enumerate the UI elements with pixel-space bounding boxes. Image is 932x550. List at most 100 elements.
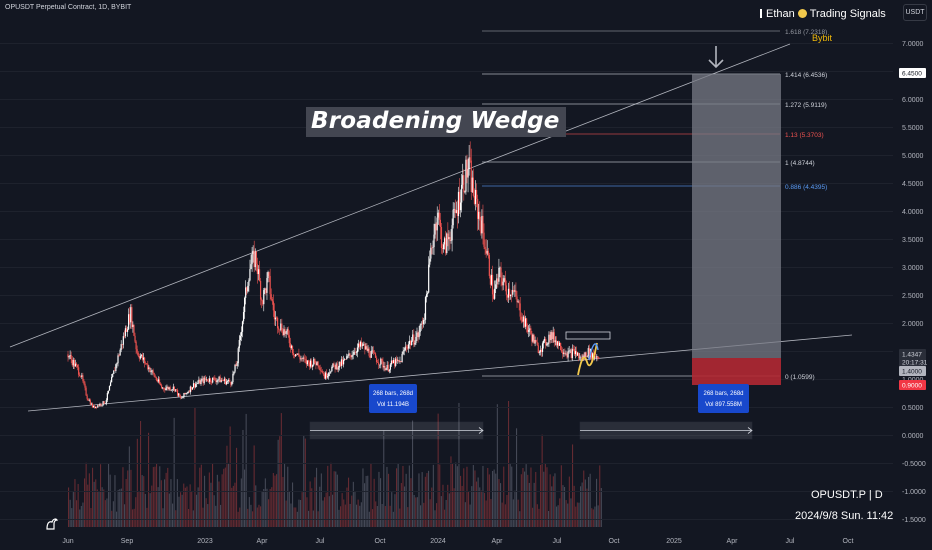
candle-body [470, 160, 472, 193]
price-tag-label: 1.4347 [902, 352, 922, 359]
volume-bar [348, 477, 350, 527]
brand-subtitle: Trading Signals [809, 8, 886, 20]
volume-bar [476, 481, 478, 527]
volume-bar [112, 501, 114, 527]
volume-bar [533, 482, 535, 527]
time-axis[interactable]: Jun Sep 2023 Apr Jul Oct 2024 Apr Jul Oct 2025 Apr J… [62, 538, 853, 545]
candle-body [394, 360, 396, 366]
volume-bar [85, 462, 87, 527]
volume-bar [82, 502, 84, 527]
candle-body [95, 406, 97, 408]
candle-body [417, 332, 419, 338]
volume-bar [440, 496, 442, 527]
volume-bar [509, 463, 511, 527]
volume-bar [356, 504, 358, 527]
candle-body [363, 343, 365, 345]
candle-body [117, 355, 119, 364]
volume-bar [338, 509, 340, 527]
candle-body [187, 391, 189, 393]
candle-body [557, 341, 560, 346]
range-bars-text: 268 bars, 268d [373, 391, 413, 397]
candle-body [463, 175, 465, 193]
volume-bar [388, 473, 390, 527]
volume-bar [146, 507, 148, 527]
candle-body [170, 389, 172, 391]
candle-body [146, 363, 148, 365]
candle-body [461, 184, 463, 203]
candle-body [543, 340, 545, 344]
candle-body [541, 343, 544, 352]
stop-loss-zone [692, 358, 781, 385]
candle-body [192, 383, 195, 388]
candle-body [196, 383, 198, 385]
candle-body [423, 319, 426, 321]
candle-body [292, 353, 295, 355]
volume-bar [426, 473, 428, 527]
candle-body [556, 341, 559, 346]
candle-body [378, 362, 380, 365]
candle-body [96, 406, 98, 408]
candle-body [388, 369, 390, 372]
candle-body [392, 360, 395, 364]
price-tag-label: 20:17:31 [902, 360, 928, 367]
candle-body [228, 379, 230, 381]
price-tag-label: 1.4000 [902, 369, 922, 376]
candle-body [73, 360, 75, 367]
volume-bar [130, 469, 132, 527]
currency-button[interactable]: USDT [903, 4, 927, 21]
volume-bar [160, 480, 162, 527]
volume-bar [588, 476, 590, 527]
candle-body [284, 329, 286, 334]
candle-body [274, 317, 277, 320]
candle-body [472, 177, 474, 196]
candle-body [282, 331, 284, 336]
position-tool[interactable] [692, 46, 781, 385]
volume-bar [176, 479, 178, 527]
candle-body [258, 269, 261, 281]
tradingview-logo-icon[interactable] [44, 515, 60, 531]
volume-bar [220, 504, 222, 527]
candle-body [374, 353, 377, 358]
candle-body [494, 288, 496, 299]
volume-bar [549, 474, 551, 527]
volume-bar [100, 464, 102, 527]
candle-body [101, 405, 103, 406]
candle-body [300, 358, 302, 360]
candle-body [347, 355, 349, 357]
candle-body [521, 319, 523, 322]
candle-body [251, 254, 253, 265]
candle-body [155, 377, 157, 381]
candle-body [439, 219, 441, 227]
candle-body [408, 340, 411, 345]
volume-bar [194, 407, 196, 527]
candle-body [159, 383, 162, 386]
volume-bar [72, 491, 74, 527]
volume-bar [423, 502, 425, 527]
candle-body [505, 285, 507, 295]
price-axis[interactable]: 7.00006.50006.00005.50005.00004.50004.00… [902, 41, 926, 524]
candle-body [138, 356, 140, 359]
candle-body [434, 223, 436, 235]
volume-bar [284, 463, 286, 527]
volume-bar [189, 484, 191, 527]
volume-bar [181, 494, 183, 527]
candle-body [199, 379, 201, 385]
volume-bar [490, 499, 492, 527]
candle-body [78, 367, 80, 375]
volume-bar [250, 504, 252, 527]
candle-body [466, 159, 468, 178]
x-tick-label: Oct [375, 538, 386, 545]
volume-bar [192, 510, 194, 527]
candle-body [465, 159, 467, 192]
candle-body [200, 380, 202, 385]
candle-body [265, 288, 267, 293]
y-tick-label: 5.5000 [902, 125, 924, 132]
candle-body [367, 348, 369, 351]
candle-body [104, 403, 106, 405]
candle-body [249, 269, 251, 281]
volume-bar [364, 483, 366, 527]
candle-body [415, 336, 417, 344]
volume-bar [120, 488, 122, 527]
candle-body [578, 352, 580, 359]
